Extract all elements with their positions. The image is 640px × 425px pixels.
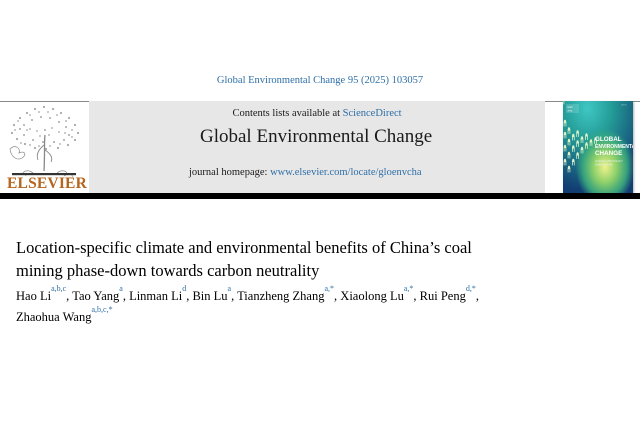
svg-text:GLOBAL: GLOBAL: [595, 136, 622, 143]
svg-text:DIMENSIONS: DIMENSIONS: [595, 163, 613, 167]
svg-text:Vol 95: Vol 95: [621, 105, 627, 107]
svg-text:GEC: GEC: [567, 105, 573, 109]
svg-text:CHANGE: CHANGE: [595, 150, 622, 157]
svg-text:JRNL: JRNL: [567, 110, 573, 112]
